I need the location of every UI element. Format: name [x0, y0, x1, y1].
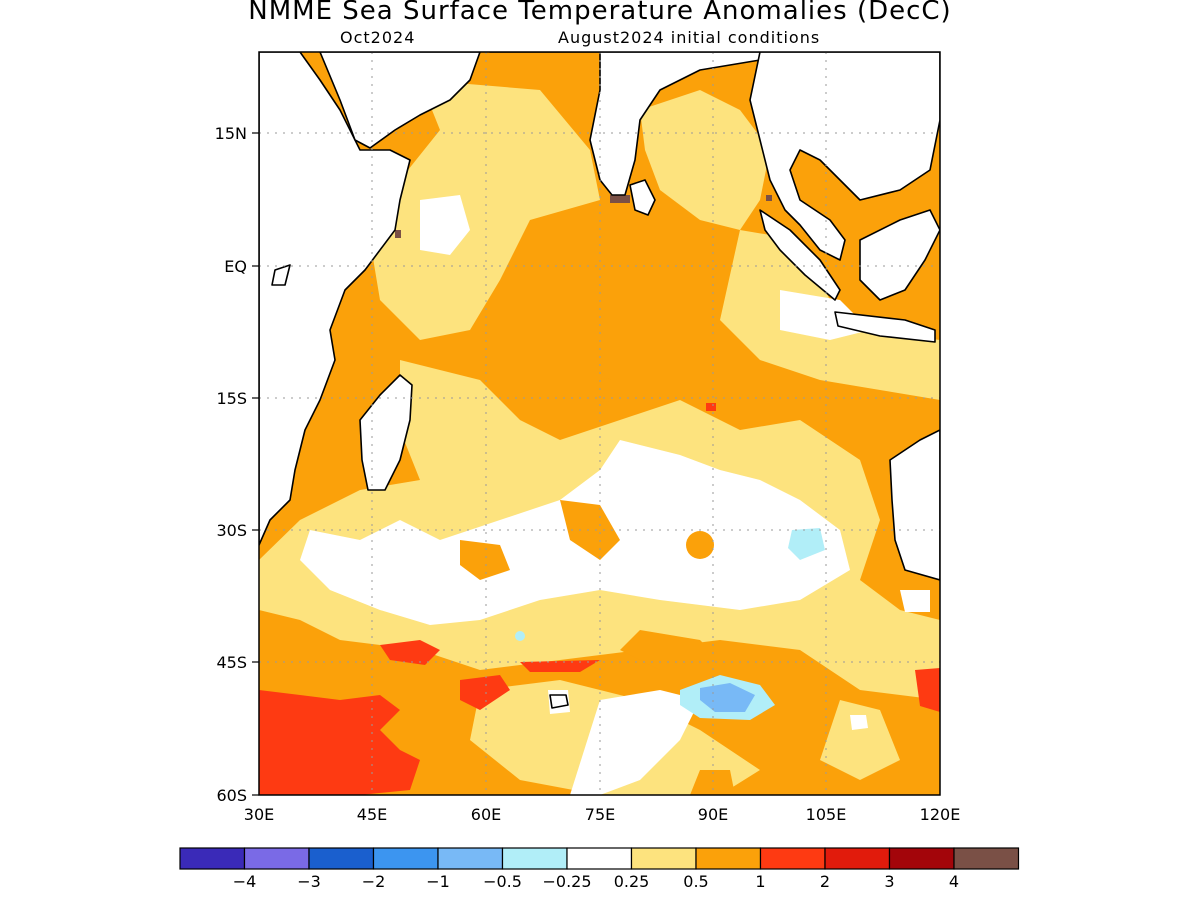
lon-label-90e: 90E: [698, 805, 728, 824]
lat-label-30s: 30S: [216, 521, 247, 540]
lon-label-45e: 45E: [357, 805, 387, 824]
lat-label-eq: EQ: [224, 257, 247, 276]
lon-label-75e: 75E: [585, 805, 615, 824]
map-title: NMME Sea Surface Temperature Anomalies (…: [248, 0, 952, 26]
colorbar-swatch: [243, 847, 310, 870]
anomaly-negative-medium-region: [700, 683, 755, 712]
graticule: [259, 52, 940, 795]
colorbar-label: 0.5: [683, 872, 708, 891]
colorbar-label: 0.25: [614, 872, 650, 891]
colorbar-label: −3: [297, 872, 321, 891]
colorbar-label: 3: [884, 872, 894, 891]
colorbar-swatch: [308, 847, 375, 870]
land-masses: [259, 52, 940, 709]
forecast-month: Oct2024: [340, 28, 416, 47]
lat-label-60s: 60S: [216, 786, 247, 805]
colorbar-swatch: [630, 847, 697, 870]
lat-label-15n: 15N: [215, 124, 247, 143]
lat-label-15s: 15S: [216, 389, 247, 408]
colorbar-swatch: [437, 847, 504, 870]
colorbar: −4 −3 −2 −1 −0.5 −0.25 0.25 0.5 1 2 3 4: [179, 847, 1020, 891]
colorbar-swatch: [566, 847, 633, 870]
colorbar-swatch: [695, 847, 762, 870]
colorbar-swatch: [501, 847, 568, 870]
colorbar-label: −1: [426, 872, 450, 891]
colorbar-label: −0.25: [542, 872, 591, 891]
colorbar-label: 1: [755, 872, 765, 891]
lon-label-105e: 105E: [806, 805, 847, 824]
colorbar-label: −4: [233, 872, 257, 891]
colorbar-swatch: [824, 847, 891, 870]
lon-label-60e: 60E: [471, 805, 501, 824]
lon-label-120e: 120E: [920, 805, 961, 824]
colorbar-label: −2: [362, 872, 386, 891]
anomaly-0.5-1-region: [460, 378, 735, 795]
colorbar-swatch: [759, 847, 826, 870]
anomaly-above-4-region: [395, 195, 772, 238]
colorbar-swatch: [953, 847, 1020, 870]
map-frame: [258, 51, 941, 796]
colorbar-label: −0.5: [483, 872, 522, 891]
colorbar-swatch: [888, 847, 955, 870]
lon-label-30e: 30E: [244, 805, 274, 824]
colorbar-swatch: [179, 847, 246, 870]
anomaly-1-2-region: [259, 403, 940, 795]
colorbar-swatch: [372, 847, 439, 870]
colorbar-label: 4: [949, 872, 959, 891]
initial-conditions-label: August2024 initial conditions: [558, 28, 821, 47]
colorbar-label: 2: [820, 872, 830, 891]
lat-label-45s: 45S: [216, 653, 247, 672]
